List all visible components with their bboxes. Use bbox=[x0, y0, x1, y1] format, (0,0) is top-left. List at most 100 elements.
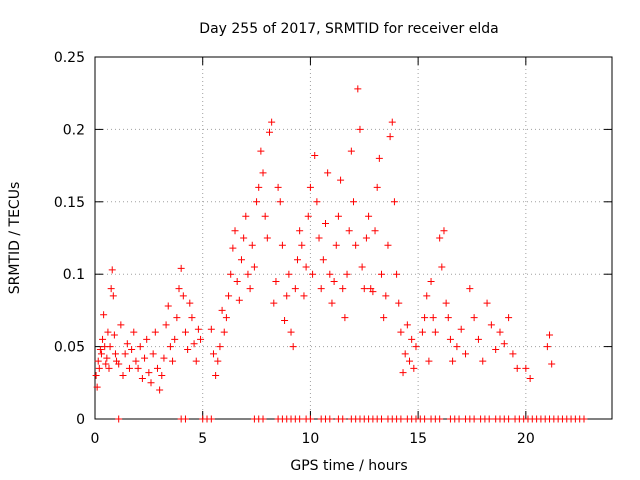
data-point bbox=[107, 285, 115, 293]
data-point bbox=[526, 374, 534, 382]
data-point bbox=[401, 350, 409, 358]
data-point bbox=[246, 285, 254, 293]
data-point bbox=[421, 314, 429, 322]
data-point bbox=[302, 263, 310, 271]
data-point bbox=[492, 345, 500, 353]
y-tick-label: 0.2 bbox=[63, 122, 85, 138]
data-point bbox=[395, 299, 403, 307]
data-point bbox=[334, 212, 342, 220]
data-point bbox=[522, 364, 530, 372]
data-point bbox=[281, 317, 289, 325]
data-point bbox=[347, 147, 355, 155]
data-point bbox=[427, 277, 435, 285]
data-point bbox=[421, 415, 429, 423]
data-point bbox=[315, 234, 323, 242]
data-point bbox=[496, 328, 504, 336]
y-tick-label: 0.05 bbox=[54, 340, 85, 356]
data-point bbox=[341, 314, 349, 322]
data-point bbox=[175, 285, 183, 293]
data-point bbox=[373, 183, 381, 191]
data-point bbox=[339, 415, 347, 423]
data-point bbox=[431, 328, 439, 336]
data-point bbox=[304, 212, 312, 220]
data-point bbox=[209, 350, 217, 358]
data-point bbox=[546, 331, 554, 339]
data-point bbox=[184, 345, 192, 353]
data-point bbox=[274, 183, 282, 191]
data-point bbox=[339, 285, 347, 293]
data-point bbox=[378, 270, 386, 278]
data-point bbox=[386, 133, 394, 141]
data-point bbox=[115, 415, 123, 423]
data-point bbox=[151, 328, 159, 336]
data-point bbox=[265, 128, 273, 136]
data-point bbox=[149, 350, 157, 358]
data-point bbox=[169, 357, 177, 365]
data-point bbox=[380, 314, 388, 322]
data-point bbox=[229, 244, 237, 252]
data-point bbox=[147, 379, 155, 387]
data-point bbox=[119, 372, 127, 380]
data-point bbox=[156, 386, 164, 394]
data-point bbox=[399, 369, 407, 377]
data-point bbox=[313, 198, 321, 206]
data-point bbox=[408, 335, 416, 343]
data-point bbox=[188, 314, 196, 322]
data-point bbox=[479, 357, 487, 365]
data-point bbox=[375, 154, 383, 162]
y-axis-label: SRMTID / TECUs bbox=[7, 182, 23, 295]
x-axis-label: GPS time / hours bbox=[290, 458, 407, 474]
data-point bbox=[332, 241, 340, 249]
data-point bbox=[125, 364, 133, 372]
data-point bbox=[268, 118, 276, 126]
y-tick-label: 0 bbox=[76, 412, 85, 428]
data-point bbox=[311, 151, 319, 159]
data-point bbox=[485, 415, 493, 423]
data-point bbox=[132, 357, 140, 365]
data-point bbox=[382, 292, 390, 300]
data-point bbox=[580, 415, 588, 423]
data-point bbox=[244, 270, 252, 278]
data-point bbox=[319, 256, 327, 264]
data-point bbox=[365, 212, 373, 220]
data-point bbox=[248, 241, 256, 249]
data-point bbox=[429, 314, 437, 322]
data-point bbox=[337, 176, 345, 184]
data-point bbox=[343, 270, 351, 278]
data-point bbox=[352, 241, 360, 249]
data-point bbox=[222, 314, 230, 322]
data-point bbox=[378, 415, 386, 423]
data-point bbox=[92, 372, 100, 380]
data-point bbox=[317, 285, 325, 293]
data-point bbox=[233, 277, 241, 285]
data-point bbox=[153, 364, 161, 372]
data-point bbox=[106, 343, 114, 351]
data-point bbox=[500, 340, 508, 348]
data-point bbox=[255, 183, 263, 191]
data-point bbox=[345, 227, 353, 235]
data-point bbox=[94, 357, 102, 365]
data-point bbox=[100, 311, 108, 319]
x-tick-label: 0 bbox=[91, 431, 100, 447]
data-point bbox=[330, 277, 338, 285]
y-tick-label: 0.25 bbox=[54, 50, 85, 66]
data-point bbox=[436, 234, 444, 242]
data-point bbox=[403, 321, 411, 329]
data-point bbox=[328, 299, 336, 307]
data-point bbox=[103, 354, 111, 362]
data-point bbox=[138, 374, 146, 382]
data-point bbox=[418, 328, 426, 336]
data-point bbox=[291, 285, 299, 293]
data-point bbox=[242, 212, 250, 220]
data-point bbox=[300, 292, 308, 300]
chart-title: Day 255 of 2017, SRMTID for receiver eld… bbox=[199, 21, 498, 37]
data-point bbox=[354, 85, 362, 93]
data-point bbox=[393, 270, 401, 278]
data-point bbox=[326, 415, 334, 423]
data-point bbox=[263, 234, 271, 242]
data-point bbox=[231, 227, 239, 235]
data-point bbox=[99, 335, 107, 343]
data-point bbox=[306, 183, 314, 191]
data-point bbox=[455, 415, 463, 423]
